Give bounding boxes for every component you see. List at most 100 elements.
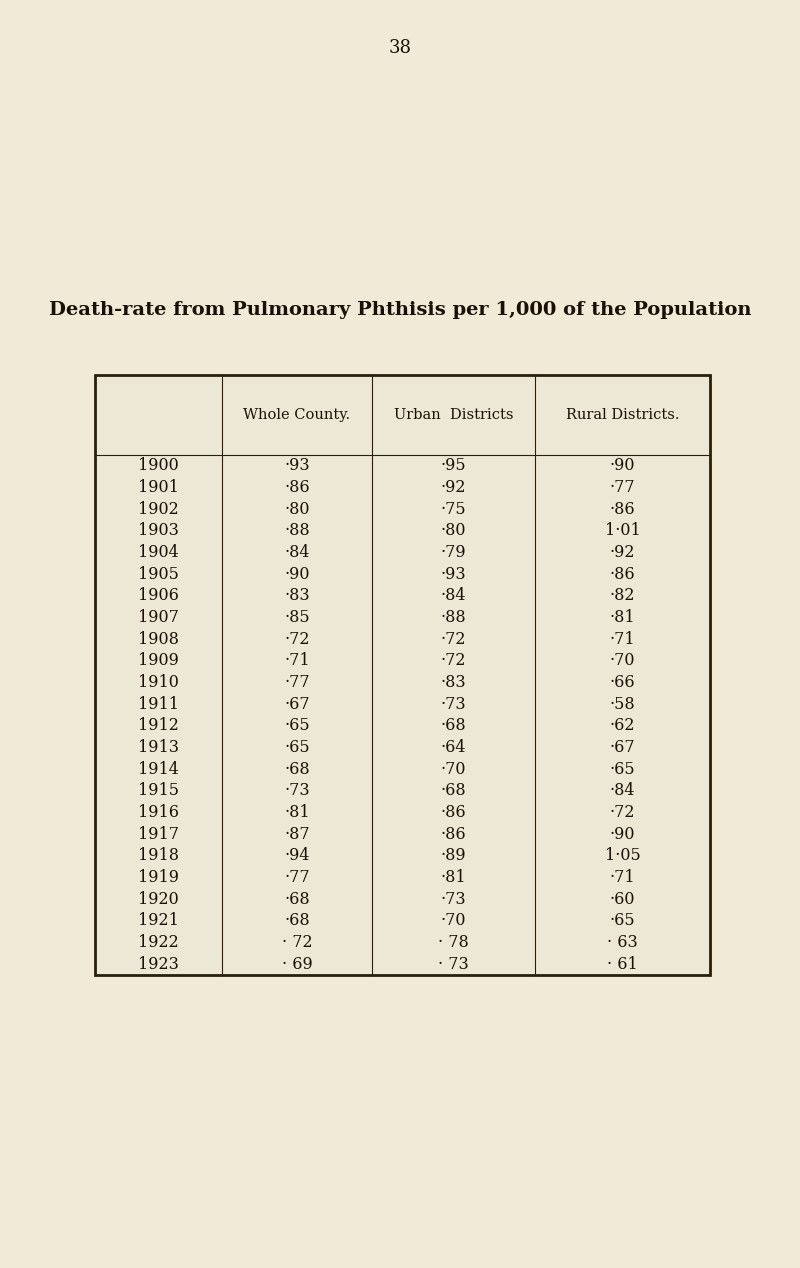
Text: ·72: ·72 [610,804,635,820]
Text: ·72: ·72 [284,630,310,648]
Text: · 63: · 63 [607,935,638,951]
Text: ·86: ·86 [441,825,466,843]
Text: ·68: ·68 [284,890,310,908]
Text: 1905: 1905 [138,566,179,583]
Text: 1918: 1918 [138,847,179,865]
Text: ·65: ·65 [284,718,310,734]
Text: ·90: ·90 [610,825,635,843]
Text: 1919: 1919 [138,869,179,886]
Text: ·68: ·68 [284,913,310,929]
Text: 1903: 1903 [138,522,179,539]
Text: ·92: ·92 [610,544,635,560]
Text: 1904: 1904 [138,544,179,560]
Text: ·88: ·88 [441,609,466,626]
Text: ·90: ·90 [610,458,635,474]
Bar [95,375,710,975]
Text: ·70: ·70 [441,761,466,777]
Text: ·72: ·72 [441,630,466,648]
Text: 1914: 1914 [138,761,179,777]
Text: ·93: ·93 [441,566,466,583]
Text: ·81: ·81 [610,609,635,626]
Text: ·64: ·64 [441,739,466,756]
Text: ·80: ·80 [284,501,310,517]
Text: 1922: 1922 [138,935,179,951]
Text: 1·01: 1·01 [605,522,640,539]
Text: ·60: ·60 [610,890,635,908]
Text: ·77: ·77 [284,869,310,886]
Text: 1909: 1909 [138,652,179,670]
Text: Urban  Districts: Urban Districts [394,408,514,422]
Text: ·86: ·86 [284,479,310,496]
Text: · 61: · 61 [607,956,638,973]
Text: ·73: ·73 [441,696,466,713]
Text: ·81: ·81 [441,869,466,886]
Text: 1916: 1916 [138,804,179,820]
Text: ·75: ·75 [441,501,466,517]
Text: ·68: ·68 [441,782,466,799]
Text: 1913: 1913 [138,739,179,756]
Text: ·81: ·81 [284,804,310,820]
Text: 1923: 1923 [138,956,179,973]
Text: ·67: ·67 [610,739,635,756]
Text: ·71: ·71 [610,630,635,648]
Text: ·71: ·71 [610,869,635,886]
Text: ·65: ·65 [610,913,635,929]
Text: ·70: ·70 [610,652,635,670]
Text: ·92: ·92 [441,479,466,496]
Text: 1920: 1920 [138,890,179,908]
Text: ·68: ·68 [284,761,310,777]
Text: ·88: ·88 [284,522,310,539]
Text: ·67: ·67 [284,696,310,713]
Text: ·58: ·58 [610,696,635,713]
Text: ·77: ·77 [284,675,310,691]
Text: Whole County.: Whole County. [243,408,350,422]
Text: 1907: 1907 [138,609,179,626]
Text: Rural Districts.: Rural Districts. [566,408,679,422]
Text: ·80: ·80 [441,522,466,539]
Text: ·65: ·65 [284,739,310,756]
Text: 1911: 1911 [138,696,179,713]
Text: ·68: ·68 [441,718,466,734]
Text: 1900: 1900 [138,458,179,474]
Text: 38: 38 [389,39,411,57]
Text: ·84: ·84 [441,587,466,605]
Text: · 78: · 78 [438,935,469,951]
Text: 1902: 1902 [138,501,179,517]
Text: ·73: ·73 [284,782,310,799]
Text: 1915: 1915 [138,782,179,799]
Text: ·94: ·94 [284,847,310,865]
Text: 1921: 1921 [138,913,179,929]
Text: Death-rate from Pulmonary Phthisis per 1,000 of the Population: Death-rate from Pulmonary Phthisis per 1… [49,301,751,320]
Text: ·82: ·82 [610,587,635,605]
Text: ·73: ·73 [441,890,466,908]
Text: ·70: ·70 [441,913,466,929]
Text: ·85: ·85 [284,609,310,626]
Text: · 72: · 72 [282,935,312,951]
Text: 1912: 1912 [138,718,179,734]
Text: 1917: 1917 [138,825,179,843]
Text: ·86: ·86 [441,804,466,820]
Text: 1910: 1910 [138,675,179,691]
Text: ·72: ·72 [441,652,466,670]
Text: 1906: 1906 [138,587,179,605]
Text: ·83: ·83 [441,675,466,691]
Text: ·79: ·79 [441,544,466,560]
Text: ·84: ·84 [610,782,635,799]
Text: ·89: ·89 [441,847,466,865]
Text: ·83: ·83 [284,587,310,605]
Text: ·66: ·66 [610,675,635,691]
Text: ·87: ·87 [284,825,310,843]
Text: ·71: ·71 [284,652,310,670]
Text: ·93: ·93 [284,458,310,474]
Text: ·95: ·95 [441,458,466,474]
Text: ·86: ·86 [610,501,635,517]
Text: · 69: · 69 [282,956,312,973]
Text: ·77: ·77 [610,479,635,496]
Text: 1901: 1901 [138,479,179,496]
Text: ·62: ·62 [610,718,635,734]
Text: · 73: · 73 [438,956,469,973]
Text: ·84: ·84 [284,544,310,560]
Text: 1·05: 1·05 [605,847,640,865]
Text: 1908: 1908 [138,630,179,648]
Text: ·65: ·65 [610,761,635,777]
